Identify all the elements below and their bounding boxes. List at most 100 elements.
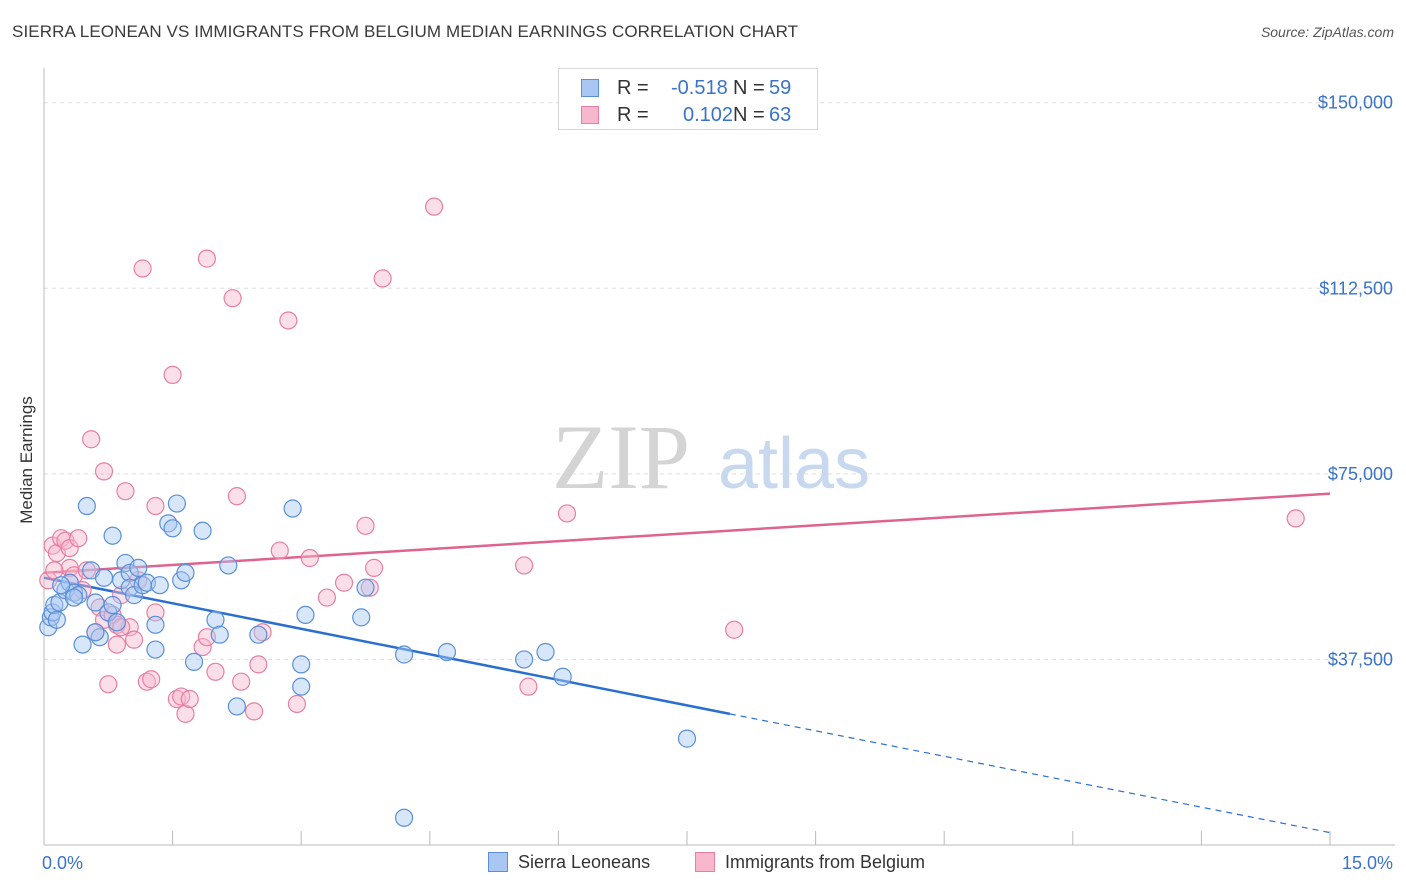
trend-line-sierra-leoneans	[43, 576, 731, 716]
series-sierra-leoneans	[39, 494, 697, 827]
legend-r-label: R =	[617, 104, 649, 126]
watermark-zip: ZIP	[552, 406, 690, 508]
data-point	[180, 689, 199, 709]
trend-line-immigrants-belgium	[43, 492, 1331, 575]
data-point	[244, 702, 264, 721]
data-point	[373, 269, 392, 288]
data-point	[227, 487, 246, 506]
data-point	[45, 561, 64, 580]
trend-lines	[43, 492, 1331, 834]
data-point	[176, 704, 195, 723]
data-point	[163, 519, 182, 538]
data-point	[270, 541, 289, 560]
data-point	[334, 573, 354, 592]
bottom-legend-immigrants-belgium: Immigrants from Belgium	[695, 852, 925, 873]
data-point	[249, 655, 268, 674]
grid-lines	[44, 102, 1395, 660]
watermark: ZIP atlas	[552, 406, 870, 508]
data-point	[142, 670, 161, 689]
data-point	[163, 365, 182, 385]
data-point	[292, 655, 311, 674]
data-point	[107, 635, 126, 654]
data-point	[77, 561, 96, 580]
data-point	[146, 496, 165, 516]
data-point	[352, 608, 371, 627]
axes	[43, 68, 1395, 846]
data-point	[99, 675, 118, 694]
data-point	[536, 642, 555, 662]
data-point	[103, 526, 122, 545]
data-point	[116, 482, 135, 501]
data-point	[519, 677, 538, 696]
data-point	[146, 603, 165, 622]
data-point	[356, 578, 375, 597]
trend-line-extension	[729, 713, 1331, 834]
source-label: Source: ZipAtlas.com	[1260, 24, 1394, 40]
legend-n-value: 59	[769, 77, 792, 99]
data-point	[176, 563, 195, 582]
data-point	[287, 694, 307, 714]
watermark-atlas: atlas	[718, 424, 870, 504]
y-tick-label: $112,500	[1319, 278, 1393, 298]
data-point	[133, 259, 152, 278]
data-point	[553, 667, 572, 686]
data-point	[206, 610, 225, 629]
bottom-legend-swatch-pink	[695, 852, 715, 872]
data-points	[39, 197, 1305, 827]
data-point	[150, 576, 169, 595]
legend-n-label: N =	[733, 77, 765, 99]
data-point	[725, 620, 744, 639]
data-point	[210, 625, 229, 644]
data-point	[283, 499, 302, 518]
correlation-legend: R = -0.518 N = 59 R = 0.102 N = 63	[558, 68, 818, 130]
series-immigrants-belgium	[39, 197, 1305, 723]
data-point	[279, 311, 298, 330]
data-point	[73, 635, 92, 654]
data-point	[292, 677, 311, 696]
legend-r-label: R =	[617, 77, 649, 99]
data-point	[167, 494, 186, 513]
y-tick-label: $150,000	[1318, 93, 1393, 113]
data-point	[146, 640, 165, 659]
y-axis-label: Median Earnings	[17, 396, 36, 524]
legend-n-label: N =	[733, 104, 765, 126]
x-tick-label: 15.0%	[1342, 853, 1393, 873]
data-point	[394, 808, 414, 827]
y-tick-label: $37,500	[1328, 649, 1393, 669]
data-point	[317, 588, 337, 607]
data-point	[557, 504, 577, 523]
data-point	[296, 605, 315, 625]
legend-r-value: -0.518	[671, 77, 728, 99]
data-point	[394, 645, 414, 664]
bottom-legend-swatch-blue	[488, 852, 508, 872]
x-tick-label: 0.0%	[42, 853, 83, 873]
data-point	[364, 558, 384, 577]
data-point	[515, 556, 534, 575]
legend-n-value: 63	[769, 104, 792, 126]
data-point	[52, 576, 71, 595]
data-point	[94, 568, 114, 587]
data-point	[120, 563, 139, 582]
data-point	[193, 637, 212, 657]
data-point	[77, 496, 96, 516]
data-point	[47, 610, 66, 629]
data-point	[124, 630, 144, 649]
data-point	[197, 249, 216, 268]
data-point	[184, 652, 204, 672]
data-point	[1286, 509, 1305, 528]
legend-swatch-blue	[581, 79, 599, 97]
data-point	[82, 430, 101, 449]
data-point	[193, 521, 212, 540]
data-point	[86, 623, 105, 642]
data-point	[227, 697, 246, 716]
data-point	[677, 729, 697, 748]
tick-labels: $37,500 $75,000 $112,500 $150,000 0.0% 15.0%	[42, 93, 1393, 873]
bottom-legend-sierra-leoneans: Sierra Leoneans	[488, 852, 650, 873]
legend-swatch-pink	[581, 106, 599, 124]
chart-title: SIERRA LEONEAN VS IMMIGRANTS FROM BELGIU…	[12, 22, 799, 41]
data-point	[107, 613, 126, 632]
data-point	[424, 197, 444, 216]
data-point	[232, 672, 251, 691]
data-point	[219, 556, 238, 575]
